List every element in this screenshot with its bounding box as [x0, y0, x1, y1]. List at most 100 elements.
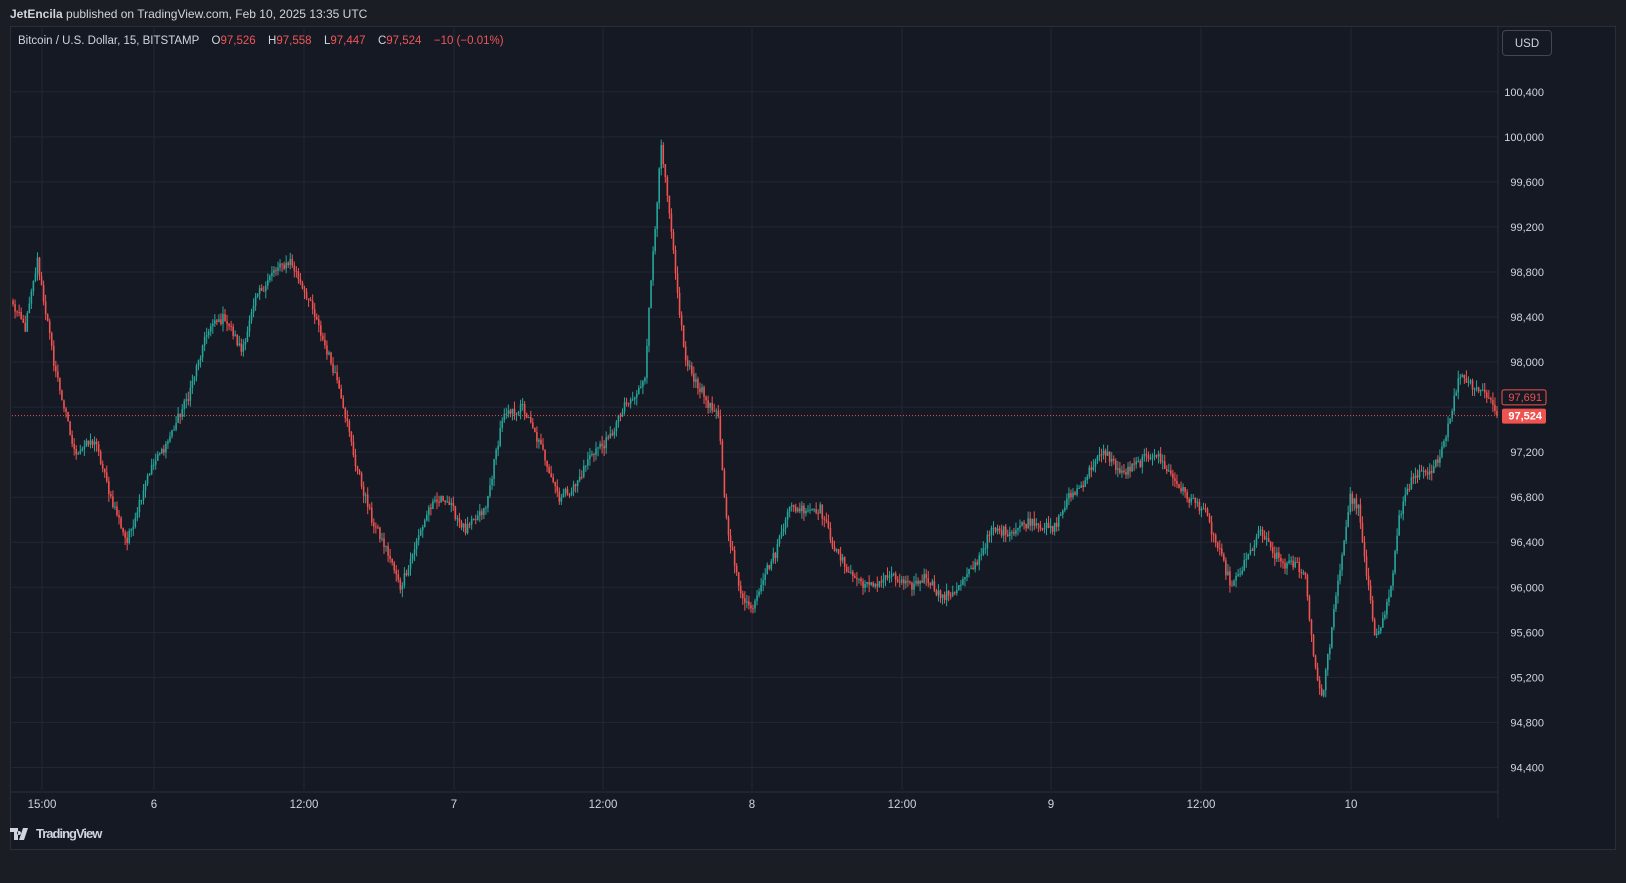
chart-frame[interactable] [10, 26, 1616, 850]
candle-body [1341, 555, 1343, 571]
candle-body [701, 387, 703, 392]
candle-body [252, 305, 255, 313]
candle-body [415, 540, 418, 550]
candle-body [234, 334, 237, 336]
candle-body [474, 519, 477, 521]
candle-body [929, 583, 932, 586]
candle-body [735, 565, 738, 573]
candle-body [1165, 469, 1168, 472]
candle-body [1271, 547, 1274, 554]
candle-body [63, 400, 65, 409]
candle-body [550, 473, 552, 478]
candle-body [340, 388, 343, 399]
candle-body [1076, 488, 1078, 495]
candle-body [684, 346, 687, 361]
candle-body [1292, 560, 1294, 568]
candle-body [426, 514, 428, 521]
candle-body [1296, 561, 1299, 563]
candle-body [811, 509, 813, 511]
candle-body [974, 562, 976, 570]
candle-body [417, 535, 420, 541]
currency-button[interactable]: USD [1502, 30, 1552, 56]
candle-body [998, 528, 1001, 531]
candle-body [277, 267, 279, 271]
candle-body [438, 501, 440, 503]
candle-body [456, 518, 459, 520]
candle-body [397, 574, 400, 580]
candle-body [856, 577, 858, 580]
legend-symbol[interactable]: Bitcoin / U.S. Dollar, 15, BITSTAMP [18, 35, 200, 47]
candle-body [454, 505, 457, 519]
candle-body [1108, 451, 1111, 462]
candle-body [540, 439, 542, 445]
candle-body [336, 372, 338, 381]
publisher-author[interactable]: JetEncila [10, 7, 63, 21]
candle-body [1475, 387, 1478, 389]
candle-body [1072, 492, 1074, 498]
candle-body [1422, 470, 1425, 472]
candle-body [654, 229, 656, 252]
candle-body [1294, 561, 1296, 568]
candle-body [197, 360, 200, 366]
candle-body [183, 400, 186, 410]
candle-body [99, 451, 102, 464]
candle-body [301, 283, 304, 289]
candle-body [1494, 404, 1496, 411]
candle-body [1135, 461, 1137, 465]
candle-body [986, 534, 989, 549]
candle-body [1333, 609, 1335, 628]
candle-body [878, 581, 881, 587]
candle-body [409, 559, 412, 569]
tradingview-brand[interactable]: TradingView [36, 826, 102, 841]
candle-body [381, 538, 383, 540]
tradingview-logo-icon[interactable] [10, 827, 32, 841]
candle-body [207, 331, 210, 336]
candle-body [81, 448, 84, 451]
candle-body [1049, 525, 1052, 528]
candle-body [1455, 392, 1458, 396]
candle-body [646, 345, 648, 378]
candle-body [350, 431, 353, 442]
candle-body [44, 301, 47, 315]
y-tick-label: 94,400 [1510, 762, 1544, 774]
candle-body [1280, 557, 1282, 562]
candle-body [562, 493, 565, 498]
candle-body [1441, 446, 1443, 458]
candle-body [446, 501, 449, 503]
candle-body [1353, 498, 1356, 504]
candle-body [780, 531, 783, 537]
candle-body [1208, 515, 1211, 523]
candle-body [886, 575, 889, 578]
candle-body [756, 595, 758, 601]
candle-body [988, 534, 991, 536]
candle-body [36, 257, 39, 274]
candle-body [1157, 453, 1160, 457]
candle-body [1243, 560, 1246, 571]
candle-body [1461, 374, 1464, 378]
candle-body [403, 573, 406, 586]
candle-body [1308, 596, 1311, 620]
candle-body [896, 579, 899, 582]
candle-body [513, 408, 516, 415]
candle-body [1127, 466, 1129, 475]
candle-body [348, 421, 351, 432]
candle-body [1259, 529, 1262, 531]
candle-body [1447, 423, 1449, 438]
candle-body [220, 319, 222, 325]
candle-body [1435, 459, 1437, 467]
candle-body [744, 598, 746, 603]
candle-body [287, 262, 290, 266]
candle-body [472, 519, 475, 521]
candle-body [189, 387, 192, 401]
candle-body [448, 501, 451, 505]
candle-body [311, 300, 314, 310]
candle-body [79, 450, 82, 454]
candle-body [1196, 502, 1199, 504]
candle-body [1202, 508, 1205, 510]
candle-body [158, 453, 161, 455]
candle-body [1373, 619, 1376, 635]
candle-body [1257, 530, 1260, 538]
candle-body [50, 332, 53, 346]
candle-body [52, 345, 55, 367]
